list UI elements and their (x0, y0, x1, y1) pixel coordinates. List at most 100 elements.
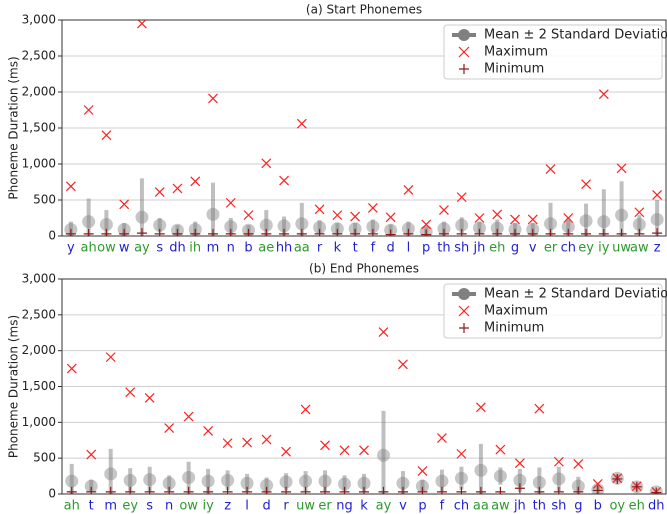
max-marker (66, 363, 77, 374)
min-marker (350, 228, 361, 236)
min-marker (510, 228, 520, 236)
legend-box (443, 24, 663, 80)
min-marker (651, 487, 662, 494)
x-tick-label: eh (629, 499, 645, 514)
y-tick-label: 1,000 (22, 157, 56, 171)
max-marker (154, 187, 165, 198)
min-marker (581, 228, 592, 236)
legend-marker (458, 288, 470, 300)
max-marker (125, 387, 136, 398)
mean-marker (104, 467, 118, 481)
mean-marker (474, 463, 488, 477)
max-marker (403, 184, 414, 195)
max-marker (492, 209, 503, 220)
min-marker (164, 486, 175, 494)
max-marker (527, 214, 538, 225)
min-marker (183, 486, 194, 494)
mean-marker (615, 208, 629, 222)
x-tick-label: b (594, 499, 602, 514)
mean-marker (415, 479, 429, 493)
legend-marker (458, 46, 470, 58)
panel-title: (b) End Phonemes (309, 262, 419, 276)
plot-area (65, 327, 663, 494)
max-marker (261, 158, 272, 169)
mean-marker (435, 474, 449, 488)
min-marker (563, 228, 574, 236)
mean-marker (338, 477, 352, 491)
y-tick-label: 500 (33, 193, 56, 207)
axes-frame (61, 278, 667, 495)
max-marker (573, 458, 584, 469)
y-axis-label: Phoneme Duration (ms) (7, 56, 21, 199)
x-tick-label: aw (630, 241, 649, 256)
x-tick-label: f (371, 241, 376, 256)
x-tick-label: er (318, 499, 332, 514)
min-marker (456, 228, 467, 236)
max-marker (172, 183, 183, 194)
min-marker (397, 486, 408, 494)
y-tick-label: 500 (33, 451, 56, 465)
min-marker (101, 228, 112, 236)
x-tick-label: r (283, 499, 289, 514)
x-tick-label: ey (122, 499, 138, 514)
x-tick-label: uw (612, 241, 631, 256)
min-marker (208, 228, 218, 236)
max-marker (203, 426, 214, 436)
max-marker (119, 199, 130, 210)
min-marker (279, 228, 290, 236)
x-tick-label: b (244, 241, 252, 256)
mean-marker (597, 215, 611, 229)
min-marker (436, 486, 447, 494)
max-marker (598, 89, 609, 100)
x-tick-label: dh (648, 499, 665, 514)
mean-marker (330, 222, 344, 236)
min-marker (105, 486, 116, 494)
x-tick-label: ow (97, 241, 116, 256)
mean-marker (84, 479, 98, 493)
y-tick-label: 2,000 (22, 85, 56, 99)
max-marker (534, 403, 545, 414)
mean-marker (532, 476, 546, 490)
mean-marker (579, 214, 593, 228)
min-marker (320, 486, 331, 494)
mean-marker (224, 220, 238, 234)
x-tick-label: th (437, 241, 450, 256)
max-marker (421, 219, 432, 230)
mean-marker (472, 221, 486, 235)
mean-marker (650, 212, 664, 226)
min-marker (403, 228, 414, 236)
x-tick-label: v (529, 241, 537, 256)
max-marker (417, 466, 428, 476)
min-marker (225, 228, 236, 236)
x-tick-label: l (407, 241, 411, 256)
legend-label: Minimum (484, 321, 544, 336)
x-tick-label: iy (202, 499, 214, 514)
max-marker (332, 210, 343, 221)
mean-marker (571, 479, 585, 493)
max-marker (296, 118, 307, 129)
x-tick-label: z (654, 241, 661, 256)
legend-marker (458, 305, 470, 317)
min-marker (261, 228, 272, 236)
min-marker (136, 228, 147, 236)
max-marker (592, 479, 603, 489)
min-marker (261, 486, 272, 494)
max-marker (183, 411, 194, 422)
mean-marker (455, 218, 469, 232)
min-marker (385, 229, 396, 236)
mean-marker (277, 219, 291, 233)
x-tick-label: m (104, 499, 117, 514)
mean-marker (561, 220, 575, 234)
mean-marker (153, 218, 167, 232)
min-marker (417, 486, 428, 494)
mean-marker (366, 220, 380, 234)
max-marker (545, 164, 556, 174)
max-marker (261, 434, 272, 445)
x-tick-label: aw (491, 499, 510, 514)
min-marker (474, 228, 485, 236)
max-marker (652, 190, 663, 200)
x-tick-label: aa (294, 241, 310, 256)
mean-marker (182, 471, 196, 485)
y-tick-label: 0 (48, 229, 56, 243)
